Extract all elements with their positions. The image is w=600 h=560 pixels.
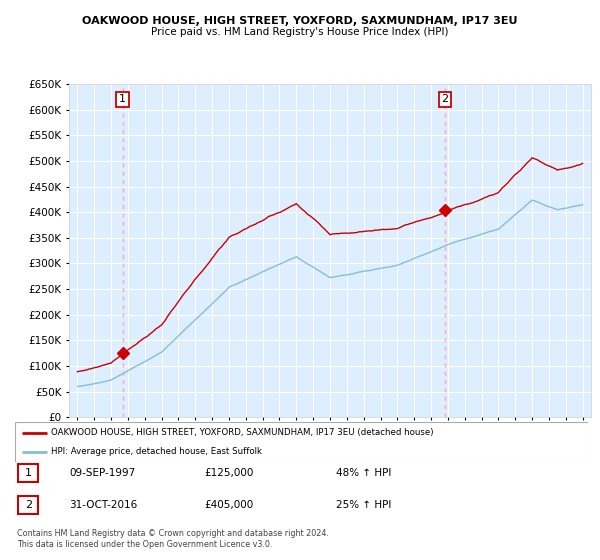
Text: 25% ↑ HPI: 25% ↑ HPI bbox=[336, 500, 391, 510]
Text: 1: 1 bbox=[119, 95, 126, 104]
Text: OAKWOOD HOUSE, HIGH STREET, YOXFORD, SAXMUNDHAM, IP17 3EU: OAKWOOD HOUSE, HIGH STREET, YOXFORD, SAX… bbox=[82, 16, 518, 26]
FancyBboxPatch shape bbox=[18, 464, 38, 482]
Text: OAKWOOD HOUSE, HIGH STREET, YOXFORD, SAXMUNDHAM, IP17 3EU (detached house): OAKWOOD HOUSE, HIGH STREET, YOXFORD, SAX… bbox=[50, 428, 433, 437]
FancyBboxPatch shape bbox=[18, 496, 38, 514]
Text: Price paid vs. HM Land Registry's House Price Index (HPI): Price paid vs. HM Land Registry's House … bbox=[151, 27, 449, 37]
Text: 48% ↑ HPI: 48% ↑ HPI bbox=[336, 468, 391, 478]
Text: £405,000: £405,000 bbox=[204, 500, 253, 510]
Text: 31-OCT-2016: 31-OCT-2016 bbox=[69, 500, 137, 510]
Text: Contains HM Land Registry data © Crown copyright and database right 2024.
This d: Contains HM Land Registry data © Crown c… bbox=[17, 529, 329, 549]
Text: 2: 2 bbox=[442, 95, 449, 104]
Text: HPI: Average price, detached house, East Suffolk: HPI: Average price, detached house, East… bbox=[50, 447, 262, 456]
FancyBboxPatch shape bbox=[15, 422, 588, 462]
Text: 2: 2 bbox=[25, 500, 32, 510]
Text: 1: 1 bbox=[25, 468, 32, 478]
Text: 09-SEP-1997: 09-SEP-1997 bbox=[69, 468, 135, 478]
Text: £125,000: £125,000 bbox=[204, 468, 253, 478]
